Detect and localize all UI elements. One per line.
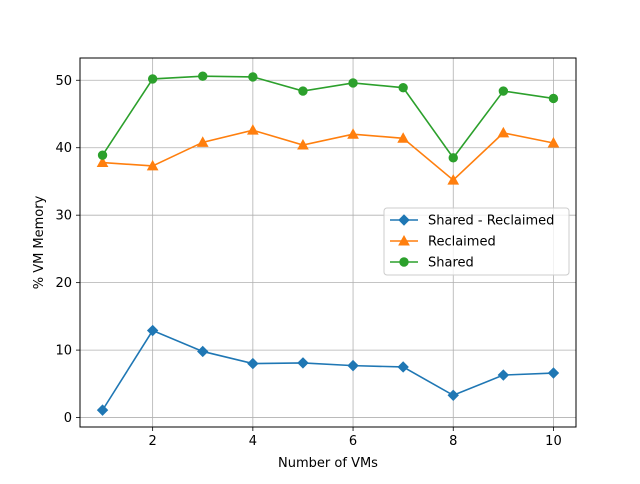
data-point [297, 138, 309, 150]
legend: Shared - Reclaimed Reclaimed Shared [383, 207, 570, 276]
data-point [198, 71, 208, 81]
x-tick-label: 6 [349, 434, 357, 449]
x-tick-label: 2 [149, 434, 157, 449]
data-point [397, 361, 409, 373]
y-tick-label: 50 [55, 74, 72, 89]
data-point [497, 369, 510, 381]
y-tick-label: 0 [64, 411, 72, 426]
data-point [447, 174, 460, 185]
data-point [448, 153, 458, 163]
x-tick-label: 4 [249, 434, 257, 449]
legend-box [383, 207, 570, 276]
data-point [96, 404, 109, 416]
data-point [248, 72, 258, 82]
axis-ticks: 2 4 6 8 10 0 10 20 30 40 50 [55, 74, 561, 449]
y-tick-label: 40 [55, 141, 72, 156]
data-point [297, 357, 309, 369]
data-point [347, 128, 359, 139]
data-point [498, 86, 509, 96]
data-point [246, 124, 259, 135]
data-point [247, 357, 259, 370]
legend-swatch-marker [398, 234, 410, 246]
series-line [101, 329, 554, 411]
data-point [96, 156, 109, 168]
data-point [146, 324, 159, 337]
series-1 [96, 124, 560, 185]
series-line [102, 129, 554, 182]
data-point [547, 367, 560, 379]
data-point [146, 159, 159, 171]
legend-entry: Shared - Reclaimed [390, 214, 554, 229]
data-point [398, 82, 408, 93]
x-axis-label: Number of VMs [278, 456, 378, 471]
legend-label: Reclaimed [428, 235, 496, 250]
plot-frame [79, 57, 577, 428]
data-point [347, 359, 359, 372]
data-point [548, 93, 559, 104]
data-point [348, 78, 358, 88]
x-tick-label: 10 [545, 434, 562, 449]
legend-entry: Shared [390, 256, 474, 271]
legend-entry: Reclaimed [390, 235, 496, 250]
y-tick-label: 20 [55, 276, 72, 291]
data-point [97, 150, 108, 160]
series-group [96, 71, 560, 416]
x-tick-label: 8 [449, 434, 457, 449]
legend-label: Shared - Reclaimed [428, 214, 554, 229]
series-line [101, 75, 554, 160]
series-0 [96, 324, 560, 416]
data-point [397, 132, 410, 143]
legend-label: Shared [428, 256, 474, 271]
series-2 [97, 71, 559, 163]
data-point [547, 136, 560, 148]
data-point [197, 345, 209, 358]
data-point [447, 389, 459, 402]
data-point [497, 126, 510, 138]
grid-lines [80, 58, 576, 427]
data-point [196, 136, 209, 147]
y-tick-label: 10 [55, 344, 72, 359]
y-axis-label: % VM Memory [32, 195, 47, 289]
y-tick-label: 30 [55, 209, 72, 224]
data-point [298, 86, 308, 96]
legend-swatch-marker [399, 257, 409, 267]
data-point [147, 74, 158, 84]
legend-swatch-marker [398, 214, 410, 226]
